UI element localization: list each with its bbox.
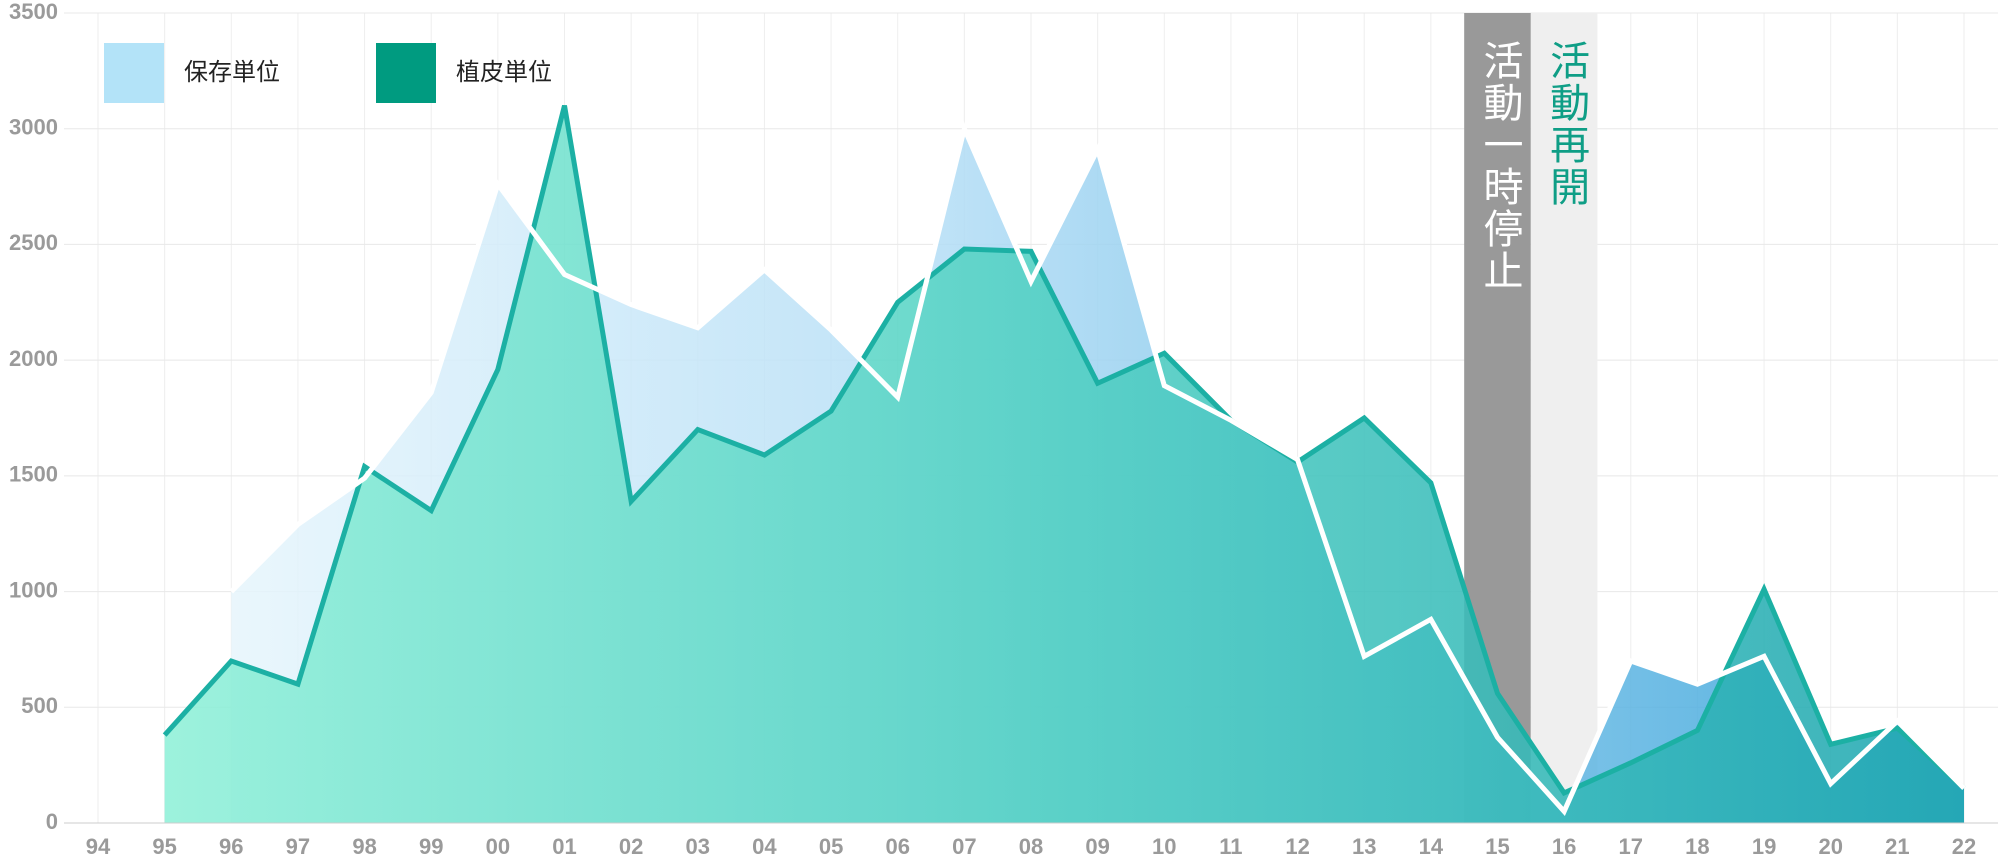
- x-tick-label: 19: [1752, 834, 1776, 859]
- x-tick-label: 02: [619, 834, 643, 859]
- x-tick-label: 20: [1818, 834, 1842, 859]
- legend-label: 植皮単位: [456, 58, 552, 86]
- x-tick-label: 04: [752, 834, 777, 859]
- y-tick-label: 2000: [9, 346, 58, 371]
- x-tick-label: 94: [86, 834, 111, 859]
- x-tick-label: 98: [352, 834, 376, 859]
- x-tick-label: 16: [1552, 834, 1576, 859]
- x-tick-label: 09: [1085, 834, 1109, 859]
- y-tick-label: 500: [21, 693, 58, 718]
- x-tick-label: 97: [286, 834, 310, 859]
- series-line: [229, 120, 1966, 816]
- x-tick-label: 18: [1685, 834, 1709, 859]
- x-tick-label: 21: [1885, 834, 1909, 859]
- y-tick-label: 2500: [9, 230, 58, 255]
- x-tick-label: 12: [1285, 834, 1309, 859]
- annotation-text: 活動一時停止: [1477, 40, 1523, 292]
- x-tick-label: 05: [819, 834, 843, 859]
- x-tick-label: 99: [419, 834, 443, 859]
- x-tick-label: 03: [686, 834, 710, 859]
- x-tick-label: 17: [1619, 834, 1643, 859]
- x-tick-label: 15: [1485, 834, 1509, 859]
- y-tick-label: 0: [46, 809, 58, 834]
- series-line: [162, 104, 1966, 797]
- legend-label: 保存単位: [184, 58, 280, 86]
- annotation-text: 活動再開: [1543, 40, 1589, 208]
- x-tick-label: 07: [952, 834, 976, 859]
- legend-swatch: [376, 43, 436, 103]
- x-tick-label: 22: [1952, 834, 1976, 859]
- x-tick-label: 13: [1352, 834, 1376, 859]
- y-tick-label: 1500: [9, 462, 58, 487]
- x-tick-label: 08: [1019, 834, 1043, 859]
- y-tick-label: 3000: [9, 115, 58, 140]
- x-tick-label: 95: [152, 834, 176, 859]
- x-tick-label: 06: [885, 834, 909, 859]
- x-tick-label: 96: [219, 834, 243, 859]
- legend-swatch: [104, 43, 164, 103]
- y-tick-label: 1000: [9, 577, 58, 602]
- x-tick-label: 14: [1419, 834, 1444, 859]
- series-area: [164, 105, 1965, 824]
- y-tick-label: 3500: [9, 0, 58, 24]
- x-tick-label: 01: [552, 834, 576, 859]
- annotation-band: [1530, 13, 1598, 823]
- x-tick-label: 00: [486, 834, 510, 859]
- x-tick-label: 10: [1152, 834, 1176, 859]
- x-tick-label: 11: [1219, 834, 1242, 859]
